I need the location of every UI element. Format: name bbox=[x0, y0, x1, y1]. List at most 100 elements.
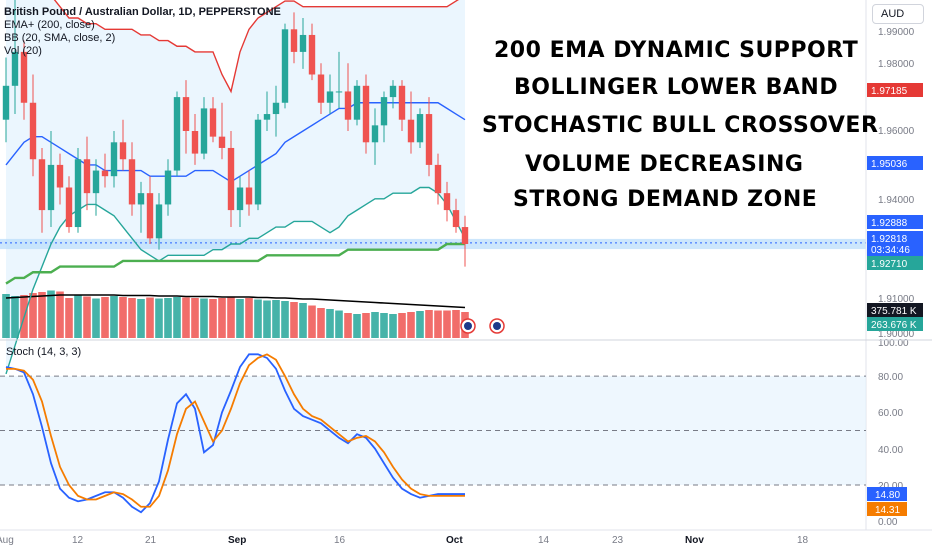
candle-body bbox=[119, 142, 127, 160]
price-label-text: 1.92888 bbox=[871, 218, 908, 229]
volume-bar bbox=[263, 300, 271, 338]
volume-bar bbox=[92, 298, 100, 338]
candle-body bbox=[416, 114, 424, 143]
volume-bar bbox=[200, 298, 208, 338]
volume-bar bbox=[353, 314, 361, 338]
price-label-text: 03:34:46 bbox=[871, 245, 910, 256]
candle-body bbox=[227, 147, 235, 211]
candle-body bbox=[254, 119, 262, 205]
candle-body bbox=[146, 193, 154, 239]
volume-bar bbox=[236, 299, 244, 338]
volume-bar bbox=[254, 299, 262, 338]
candle-body bbox=[236, 187, 244, 211]
volume-bar bbox=[272, 300, 280, 338]
time-tick-label: 12 bbox=[72, 535, 84, 546]
time-tick-label: Sep bbox=[228, 535, 246, 546]
candle-body bbox=[38, 159, 46, 211]
price-label-badge bbox=[867, 156, 923, 170]
candle-body bbox=[452, 210, 460, 228]
time-tick-label: Oct bbox=[446, 535, 463, 546]
price-label-text: 263.676 K bbox=[871, 320, 917, 331]
bb-legend[interactable]: BB (20, SMA, close, 2) bbox=[4, 32, 116, 44]
volume-bar bbox=[380, 313, 388, 338]
volume-bar bbox=[47, 290, 55, 338]
annotation-volume: VOLUME DECREASING bbox=[525, 152, 804, 177]
candle-body bbox=[65, 187, 73, 228]
candle-body bbox=[101, 170, 109, 177]
volume-bar bbox=[416, 311, 424, 338]
volume-bar bbox=[371, 312, 379, 338]
volume-bar bbox=[119, 297, 127, 338]
candle-body bbox=[164, 170, 172, 205]
candle-body bbox=[2, 85, 10, 120]
price-label-text: 1.92818 bbox=[871, 234, 908, 245]
candle-body bbox=[299, 34, 307, 52]
candle-body bbox=[425, 114, 433, 165]
candle-body bbox=[191, 131, 199, 154]
stoch-tick-label: 100.00 bbox=[878, 338, 909, 349]
price-label-badge bbox=[867, 303, 923, 317]
stoch-k-line bbox=[5, 353, 465, 514]
currency-selector[interactable]: AUD bbox=[872, 4, 924, 24]
volume-bar bbox=[326, 309, 334, 338]
price-tick-label: 1.98000 bbox=[878, 59, 915, 70]
stoch-value-badge bbox=[867, 487, 907, 501]
candle-body bbox=[56, 164, 64, 188]
volume-bar bbox=[317, 308, 325, 338]
stoch-d-line bbox=[6, 353, 465, 508]
volume-ma-line bbox=[5, 294, 466, 309]
volume-bar bbox=[56, 291, 64, 338]
volume-bar bbox=[29, 293, 37, 338]
annotation-stochastic: STOCHASTIC BULL CROSSOVER bbox=[482, 113, 879, 138]
time-tick-label: Aug bbox=[0, 535, 14, 546]
price-label-badge bbox=[867, 215, 923, 229]
volume-bar bbox=[101, 297, 109, 338]
bb-upper-line bbox=[53, 0, 459, 94]
volume-bar bbox=[434, 310, 442, 338]
volume-bar bbox=[155, 298, 163, 338]
candle-body bbox=[407, 119, 415, 143]
candle-body bbox=[389, 85, 397, 98]
volume-bar bbox=[191, 298, 199, 338]
volume-bar bbox=[182, 297, 190, 338]
candle-body bbox=[353, 85, 361, 120]
volume-bar bbox=[110, 296, 118, 338]
annotation-demand-zone: STRONG DEMAND ZONE bbox=[513, 187, 818, 212]
stoch-value-badge bbox=[867, 502, 907, 516]
volume-bar bbox=[344, 313, 352, 338]
stoch-tick-label: 40.00 bbox=[878, 445, 903, 456]
candle-body bbox=[335, 91, 343, 93]
candle-body bbox=[398, 85, 406, 120]
candle-body bbox=[362, 85, 370, 143]
candle-body bbox=[281, 29, 289, 103]
candle-body bbox=[137, 193, 145, 205]
candle-body bbox=[245, 187, 253, 205]
symbol-title[interactable]: British Pound / Australian Dollar, 1D, P… bbox=[4, 6, 281, 18]
vol-legend[interactable]: Vol (20) bbox=[4, 45, 42, 57]
volume-bar bbox=[146, 297, 154, 338]
price-label-badge bbox=[867, 317, 923, 331]
volume-bar bbox=[443, 310, 451, 338]
ema-legend[interactable]: EMA+ (200, close) bbox=[4, 19, 95, 31]
candle-body bbox=[182, 97, 190, 131]
time-tick-label: 23 bbox=[612, 535, 624, 546]
price-tick-label: 1.91000 bbox=[878, 294, 915, 305]
candle-body bbox=[128, 159, 136, 205]
candle-body bbox=[263, 114, 271, 120]
volume-bar bbox=[308, 305, 316, 338]
candle-body bbox=[272, 102, 280, 115]
candle-body bbox=[11, 51, 19, 86]
candle-body bbox=[209, 108, 217, 137]
stoch-value-text: 14.31 bbox=[875, 505, 900, 516]
price-tick-label: 1.96000 bbox=[878, 126, 915, 137]
stoch-tick-label: 0.00 bbox=[878, 517, 898, 528]
demand-zone bbox=[0, 238, 866, 250]
candle-body bbox=[317, 74, 325, 103]
price-label-badge bbox=[867, 231, 923, 245]
volume-bar bbox=[173, 297, 181, 338]
price-tick-label: 1.90000 bbox=[878, 329, 915, 340]
stoch-legend[interactable]: Stoch (14, 3, 3) bbox=[6, 346, 82, 358]
candle-body bbox=[461, 227, 469, 244]
bb-basis-line bbox=[5, 102, 466, 183]
